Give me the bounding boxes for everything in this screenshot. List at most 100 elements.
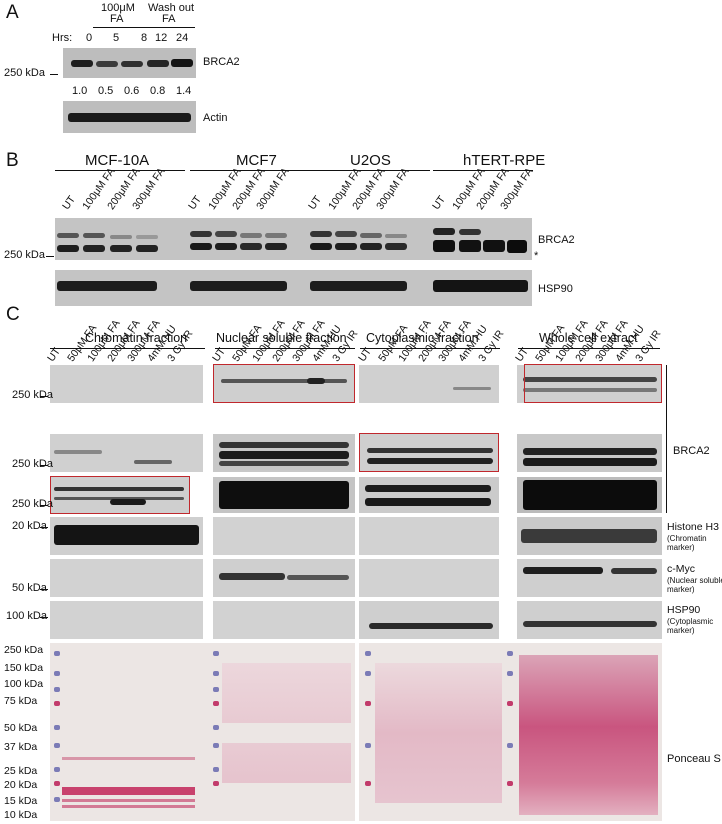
panel-c-cyto-hsp-blot — [359, 601, 499, 639]
panel-b-brca2-label: BRCA2 — [538, 234, 575, 246]
panel-c-wce-brca2-blot2 — [517, 434, 662, 472]
panel-a-actin-blot — [63, 101, 196, 133]
panel-b-line-3 — [433, 170, 533, 171]
panel-a-brca2-label: BRCA2 — [203, 56, 240, 68]
panel-b-brca2-blot — [55, 218, 532, 260]
panel-c-wce-myc-blot — [517, 559, 662, 597]
panel-a-quant-1: 0.5 — [98, 85, 114, 97]
panel-c-hsp-sub2: marker) — [667, 626, 695, 635]
panel-b-line-0 — [55, 170, 185, 171]
panel-c-wce-brca2-blot3 — [517, 477, 662, 513]
panel-c-ponceau-marker-3: 75 kDa — [4, 695, 38, 707]
panel-c-wce-h3-blot — [517, 517, 662, 555]
panel-c-ponceau-marker-5: 37 kDa — [4, 741, 38, 753]
panel-b-line-1 — [190, 170, 315, 171]
panel-c-nuclear-h3-blot — [213, 517, 355, 555]
panel-c-tick-myc — [40, 589, 48, 590]
panel-c-nuclear-brca2-blot3 — [213, 477, 355, 513]
panel-a-quant-2: 0.6 — [124, 85, 140, 97]
panel-b-lane-1-ut: UT — [186, 193, 205, 212]
panel-a-hour-0: 0 — [86, 32, 93, 44]
panel-c-marker-brca2: 250 kDa — [12, 458, 53, 470]
panel-a-marker: 250 kDa — [4, 67, 45, 79]
panel-c-cyto-brca2-blot1 — [359, 365, 499, 403]
panel-a-quant-0: 1.0 — [72, 85, 88, 97]
panel-b-marker-tick — [46, 256, 54, 257]
panel-c-cyto-h3-blot — [359, 517, 499, 555]
panel-c-marker-brca3: 250 kDa — [12, 498, 53, 510]
panel-b-letter: B — [6, 150, 19, 171]
panel-c-tick-brca2 — [40, 465, 48, 466]
panel-a-group2-line — [140, 27, 195, 28]
panel-c-ponceau-left — [50, 643, 355, 821]
panel-c-chromatin-myc-blot — [50, 559, 203, 597]
panel-c-tick-brca1 — [40, 396, 48, 397]
panel-c-h3-sub2: marker) — [667, 543, 695, 552]
panel-c-tick-h3 — [40, 527, 48, 528]
panel-c-nuclear-brca2-blot1 — [213, 365, 355, 403]
panel-c-ponceau-marker-6: 25 kDa — [4, 765, 38, 777]
panel-c-cyto-brca2-blot2 — [359, 434, 499, 472]
panel-a-hour-4: 24 — [176, 32, 189, 44]
panel-c-marker-myc: 50 kDa — [12, 582, 47, 594]
panel-c-ponceau-marker-1: 150 kDa — [4, 662, 44, 674]
panel-c-ponceau-marker-9: 10 kDa — [4, 809, 38, 821]
panel-c-ponceau-marker-4: 50 kDa — [4, 722, 38, 734]
panel-c-fraction-3: Whole cell extract — [539, 331, 638, 345]
panel-b-line-2 — [310, 170, 430, 171]
panel-a-actin-label: Actin — [203, 112, 228, 124]
panel-c-ponceau-marker-8: 15 kDa — [4, 795, 38, 807]
panel-c-wce-brca2-blot1 — [517, 365, 662, 403]
panel-c-marker-h3: 20 kDa — [12, 520, 47, 532]
panel-c-chromatin-highlight-box — [50, 476, 190, 514]
panel-a-quant-3: 0.8 — [150, 85, 166, 97]
panel-b-hsp90-blot — [55, 270, 532, 306]
panel-c-cyto-myc-blot — [359, 559, 499, 597]
panel-c-fraction-1: Nuclear soluble fraction — [216, 331, 347, 345]
panel-a-group1-line2: FA — [110, 13, 124, 25]
panel-c-brca2-label: BRCA2 — [673, 445, 710, 457]
panel-b-hsp90-label: HSP90 — [538, 283, 573, 295]
panel-c-myc-sub1: (Nuclear soluble — [667, 576, 722, 585]
panel-c-nuclear-hsp-blot — [213, 601, 355, 639]
panel-c-tick-brca3 — [40, 505, 48, 506]
panel-c-tick-hsp — [40, 617, 48, 618]
panel-b-cellline-3: hTERT-RPE — [463, 152, 546, 169]
panel-b-cellline-2: U2OS — [350, 152, 391, 169]
panel-c-ponceau-marker-2: 100 kDa — [4, 678, 44, 690]
panel-c-hsp-label: HSP90 — [667, 604, 701, 616]
panel-a-hrs-label: Hrs: — [52, 32, 73, 44]
panel-c-nuclear-highlight-box — [213, 364, 355, 403]
panel-c-marker-brca1: 250 kDa — [12, 389, 53, 401]
panel-b-lane-3-ut: UT — [430, 193, 449, 212]
panel-b-marker: 250 kDa — [4, 249, 45, 261]
panel-c-marker-hsp: 100 kDa — [6, 610, 47, 622]
panel-b-asterisk: * — [534, 250, 539, 262]
panel-c-myc-label: c-Myc — [667, 563, 695, 575]
panel-c-line-2 — [360, 348, 500, 349]
panel-c-chromatin-brca2-blot3 — [50, 477, 190, 513]
panel-c-fraction-2: Cytoplasmic fraction — [366, 331, 479, 345]
panel-c-brca2-bracket — [666, 365, 667, 513]
panel-c-fraction-0: Chromatin fraction — [85, 331, 188, 345]
panel-a-group1-line1: 100μM — [101, 2, 135, 14]
panel-c-chromatin-hsp-blot — [50, 601, 203, 639]
panel-a-quant-4: 1.4 — [176, 85, 192, 97]
panel-c-chromatin-brca2-blot1 — [50, 365, 203, 403]
panel-a-letter: A — [6, 2, 19, 23]
panel-a-hour-2: 8 — [141, 32, 148, 44]
panel-c-wce-highlight-box — [524, 364, 662, 403]
panel-c-nuclear-brca2-blot2 — [213, 434, 355, 472]
panel-a-group1-line — [93, 27, 145, 28]
panel-c-wce-hsp-blot — [517, 601, 662, 639]
panel-c-ponceau-marker-7: 20 kDa — [4, 779, 38, 791]
panel-c-chromatin-brca2-blot2 — [50, 434, 203, 472]
panel-a-hour-3: 12 — [155, 32, 168, 44]
panel-b-cellline-1: MCF7 — [236, 152, 277, 169]
panel-b-lane-2-ut: UT — [306, 193, 325, 212]
panel-a-group2-line2: FA — [162, 13, 176, 25]
panel-c-nuclear-myc-blot — [213, 559, 355, 597]
panel-c-cyto-highlight-box — [359, 433, 499, 472]
panel-b-lane-0-ut: UT — [60, 193, 79, 212]
panel-c-ponceau-label: Ponceau S — [667, 753, 721, 765]
